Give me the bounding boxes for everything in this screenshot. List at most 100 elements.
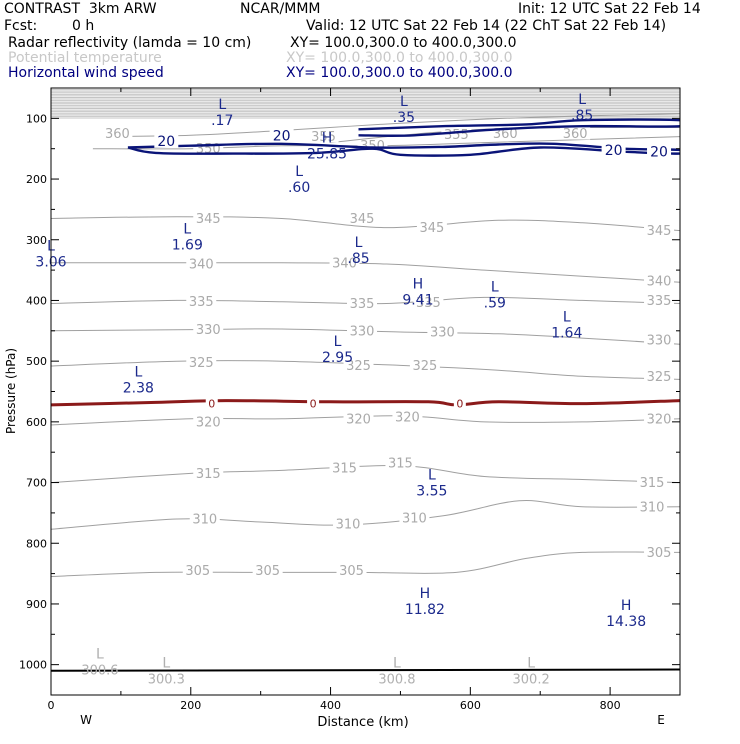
theta-line-305 — [51, 551, 680, 578]
wind-low-marker: L — [563, 310, 571, 326]
wind-extreme-value: 25.85 — [307, 147, 347, 163]
field-2-name: Potential temperature — [8, 50, 162, 66]
wind-extreme-value: 11.82 — [405, 602, 445, 618]
theta-label-bg — [409, 358, 440, 372]
theta-label-345: 345 — [350, 212, 375, 227]
y-tick-label-800: 800 — [26, 537, 47, 550]
theta-label-330: 330 — [350, 324, 375, 339]
wind-extreme-value: .59 — [484, 295, 506, 311]
theta-line-345 — [51, 216, 680, 232]
field-2-xy: XY= 100.0,300.0 to 400.0,300.0 — [286, 50, 513, 66]
theta-label-bg — [336, 563, 367, 577]
theta-label-355: 355 — [311, 130, 336, 145]
theta-line-310 — [51, 500, 680, 530]
theta-label-335: 335 — [350, 297, 375, 312]
theta-label-330: 330 — [196, 323, 221, 338]
theta-line-330 — [51, 328, 680, 345]
theta-label-345: 345 — [647, 224, 672, 239]
theta-label-315: 315 — [388, 457, 413, 472]
theta-extreme-value: 300.6 — [81, 664, 118, 679]
wind-label-bg — [154, 133, 179, 148]
wind-low-marker: L — [491, 279, 499, 295]
wind-low-marker: L — [183, 222, 191, 238]
theta-label-bg — [637, 475, 668, 489]
theta-extreme-value: 300.2 — [513, 673, 550, 688]
wind-label: 20 — [605, 143, 623, 159]
freezing-label-bg — [453, 397, 466, 410]
valid-time: Valid: 12 UTC Sat 22 Feb 14 (22 ChT Sat … — [306, 18, 667, 34]
y-tick-label-400: 400 — [26, 294, 47, 307]
x-tick-label-200: 200 — [180, 699, 201, 712]
theta-label-bg — [333, 516, 364, 530]
theta-label-315: 315 — [640, 476, 665, 491]
theta-low-marker: L — [162, 656, 170, 672]
freezing-label: 0 — [310, 398, 317, 411]
field-1-name: Radar reflectivity (lamda = 10 cm) — [8, 35, 252, 51]
theta-label-bg — [193, 211, 224, 225]
theta-label-bg — [102, 126, 133, 140]
theta-label-345: 345 — [196, 212, 221, 227]
y-tick-label-600: 600 — [26, 416, 47, 429]
wind-label-bg — [601, 142, 626, 157]
wind-label-bg — [269, 128, 294, 143]
y-tick-label-100: 100 — [26, 112, 47, 125]
y-tick-label-300: 300 — [26, 234, 47, 247]
wind-low-marker: L — [578, 92, 586, 108]
wind-extreme-value: 1.64 — [551, 326, 582, 342]
theta-label-bg — [560, 126, 591, 140]
theta-line-335 — [51, 296, 680, 305]
wind-low-marker: L — [134, 364, 142, 380]
y-tick-label-1000: 1000 — [19, 659, 47, 672]
theta-label-335: 335 — [647, 294, 672, 309]
theta-label-bg — [644, 223, 675, 237]
theta-low-marker: L — [96, 647, 104, 663]
theta-label-325: 325 — [647, 370, 672, 385]
theta-label-bg — [385, 456, 416, 470]
field-3-xy: XY= 100.0,300.0 to 400.0,300.0 — [286, 65, 513, 81]
freezing-label-bg — [307, 397, 320, 410]
theta-label-bg — [193, 322, 224, 336]
theta-label-305: 305 — [339, 564, 364, 579]
wind-high-marker: H — [322, 131, 333, 147]
theta-label-310: 310 — [640, 500, 665, 515]
wind-label: 20 — [650, 145, 668, 161]
theta-label-310: 310 — [402, 511, 427, 526]
theta-label-305: 305 — [647, 546, 672, 561]
theta-label-315: 315 — [196, 467, 221, 482]
east-label: E — [657, 713, 665, 727]
theta-label-bg — [644, 411, 675, 425]
theta-label-bg — [413, 295, 444, 309]
theta-label-bg — [329, 460, 360, 474]
theta-label-310: 310 — [336, 517, 361, 532]
wind-low-marker: L — [218, 97, 226, 113]
wind-extreme-value: .85 — [571, 108, 593, 124]
theta-label-320: 320 — [346, 412, 371, 427]
theta-label-305: 305 — [185, 564, 210, 579]
theta-label-bg — [644, 545, 675, 559]
freezing-label-bg — [205, 397, 218, 410]
wind-extreme-value: 1.69 — [172, 238, 203, 254]
theta-label-bg — [399, 510, 430, 524]
x-axis-label: Distance (km) — [317, 715, 408, 730]
theta-label-bg — [193, 414, 224, 428]
init-time: Init: 12 UTC Sat 22 Feb 14 — [518, 1, 701, 17]
center-name: NCAR/MMM — [240, 1, 321, 17]
theta-label-bg — [343, 411, 374, 425]
wind-high-marker: H — [621, 598, 632, 614]
theta-label-bg — [182, 563, 213, 577]
fcst-value: 0 h — [72, 18, 95, 34]
y-tick-label-200: 200 — [26, 173, 47, 186]
wind-label: 20 — [157, 134, 175, 150]
theta-label-bg — [392, 409, 423, 423]
west-label: W — [80, 713, 92, 727]
wind-low-marker: L — [334, 334, 342, 350]
theta-label-bg — [427, 325, 458, 339]
y-tick-label-700: 700 — [26, 477, 47, 490]
theta-label-325: 325 — [189, 356, 214, 371]
x-tick-label-600: 600 — [460, 699, 481, 712]
theta-low-marker: L — [393, 656, 401, 672]
wind-extreme-value: 2.38 — [123, 380, 154, 396]
y-tick-label-900: 900 — [26, 598, 47, 611]
theta-label-bg — [193, 466, 224, 480]
theta-label-bg — [637, 499, 668, 513]
